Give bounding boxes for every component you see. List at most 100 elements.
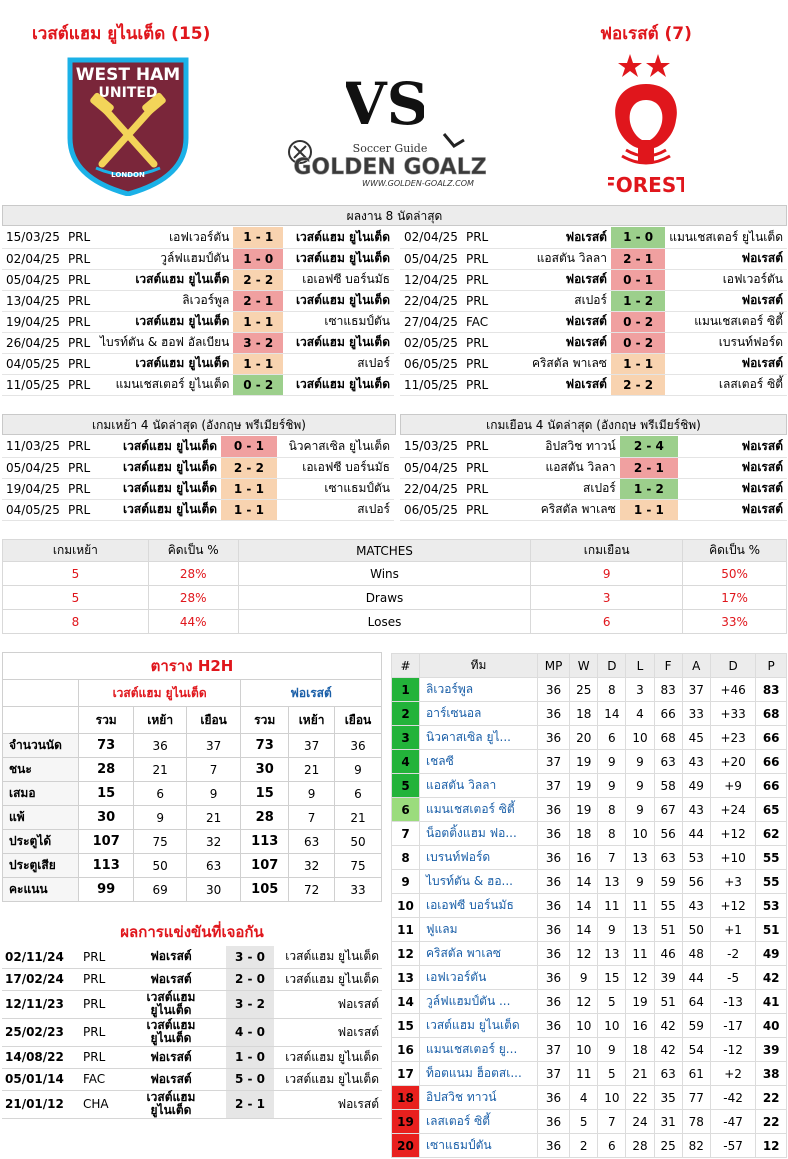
meeting-row: 21/01/12 CHA เวสต์แฮม ยูไนเต็ด 2 - 1 ฟอเรสต์	[2, 1090, 382, 1119]
league-points: 22	[755, 1085, 787, 1110]
h2h-home-team: เวสต์แฮม ยูไนเต็ด	[77, 679, 242, 707]
h2h-col-header: เยือน	[186, 706, 242, 734]
league-mp: 36	[536, 1109, 571, 1134]
h2h-away-team: ฟอเรสต์	[240, 679, 382, 707]
league-w: 12	[569, 941, 599, 966]
league-team: ไบรท์ตัน & ฮอ...	[419, 869, 538, 894]
league-team: แมนเชสเตอร์ ซิตี้	[419, 797, 538, 822]
result-away-team: เวสต์แฮม ยูไนเต็ด	[283, 227, 394, 249]
league-position: 2	[391, 701, 420, 726]
league-points: 55	[755, 869, 787, 894]
h2h-value: 7	[186, 757, 242, 782]
league-f: 51	[653, 917, 683, 942]
league-gd: +12	[709, 821, 757, 846]
result-competition: PRL	[63, 269, 97, 291]
league-w: 12	[569, 989, 599, 1014]
league-points: 38	[755, 1061, 787, 1086]
league-mp: 36	[536, 701, 571, 726]
league-points: 40	[755, 1013, 787, 1038]
result-away-team: เวสต์แฮม ยูไนเต็ด	[283, 248, 394, 270]
league-a: 77	[681, 1085, 711, 1110]
league-row: 13 เอฟเวอร์ตัน 36 9 15 12 39 44 -5 42	[391, 965, 787, 990]
league-row: 20 เซาแธมป์ตัน 36 2 6 28 25 82 -57 12	[391, 1133, 787, 1158]
league-l: 11	[625, 893, 655, 918]
league-position: 16	[391, 1037, 420, 1062]
result-competition: PRL	[461, 436, 496, 458]
result-away-team: เวสต์แฮม ยูไนเต็ด	[283, 290, 394, 312]
h2h-value: 9	[288, 781, 335, 806]
league-gd: +23	[709, 725, 757, 750]
league-w: 10	[569, 1013, 599, 1038]
result-score: 2 - 1	[233, 290, 284, 312]
result-date: 05/04/25	[2, 457, 64, 479]
h2h-col-header: เหย้า	[288, 706, 335, 734]
h2h-row: ชนะ 28 21 7 30 21 9	[2, 757, 383, 782]
result-competition: PRL	[461, 478, 496, 500]
league-row: 5 แอสตัน วิลลา 37 19 9 9 58 49 +9 66	[391, 773, 787, 798]
league-header: D	[597, 653, 627, 678]
league-mp: 36	[536, 1013, 571, 1038]
result-home-team: ฟอเรสต์	[494, 227, 611, 249]
league-w: 2	[569, 1133, 599, 1158]
h2h-value: 72	[288, 877, 335, 902]
meeting-score: 2 - 1	[226, 1090, 274, 1119]
league-mp: 36	[536, 677, 571, 702]
league-gd: +9	[709, 773, 757, 798]
stats-header-away: เกมเยือน	[530, 539, 684, 562]
league-d: 7	[597, 1109, 627, 1134]
league-d: 6	[597, 725, 627, 750]
meeting-home-team: ฟอเรสต์	[116, 968, 226, 991]
result-score: 2 - 4	[619, 436, 678, 458]
meeting-away-team: เวสต์แฮม ยูไนเต็ด	[274, 946, 382, 969]
result-row: 04/05/25 PRL เวสต์แฮม ยูไนเต็ด 1 - 1 สเปอร์	[2, 353, 394, 375]
league-team: อาร์เซนอล	[419, 701, 538, 726]
league-l: 9	[625, 869, 655, 894]
result-score: 1 - 1	[233, 227, 284, 249]
result-date: 11/03/25	[2, 436, 64, 458]
result-home-team: เวสต์แฮม ยูไนเต็ด	[96, 311, 234, 333]
league-f: 42	[653, 1037, 683, 1062]
result-home-team: ไบรท์ตัน & ฮอฟ อัลเบียน	[96, 332, 234, 354]
league-a: 33	[681, 701, 711, 726]
h2h-value: 28	[77, 757, 135, 782]
result-away-team: ฟอเรสต์	[677, 478, 787, 500]
last4-home-title: เกมเหย้า 4 นัดล่าสุด (อังกฤษ พรีเมียร์ชิ…	[2, 414, 396, 435]
result-away-team: เลสเตอร์ ซิตี้	[665, 374, 787, 396]
league-a: 61	[681, 1061, 711, 1086]
result-home-team: ฟอเรสต์	[494, 332, 611, 354]
h2h-row: คะแนน 99 69 30 105 72 33	[2, 877, 383, 902]
result-competition: PRL	[461, 499, 496, 521]
league-l: 19	[625, 989, 655, 1014]
meeting-home-team: ฟอเรสต์	[116, 1046, 226, 1069]
league-w: 19	[569, 749, 599, 774]
result-away-team: เอเอฟซี บอร์นมัธ	[276, 457, 394, 479]
result-competition: PRL	[461, 457, 496, 479]
league-l: 10	[625, 725, 655, 750]
league-points: 66	[755, 773, 787, 798]
result-competition: PRL	[63, 311, 97, 333]
league-gd: -5	[709, 965, 757, 990]
league-position: 13	[391, 965, 420, 990]
league-header: #	[391, 653, 420, 678]
league-points: 22	[755, 1109, 787, 1134]
stats-home-pct: 44%	[147, 609, 239, 634]
league-team: เอฟเวอร์ตัน	[419, 965, 538, 990]
league-team: แมนเชสเตอร์ ยู...	[419, 1037, 538, 1062]
league-points: 39	[755, 1037, 787, 1062]
league-gd: -13	[709, 989, 757, 1014]
result-away-team: เบรนท์ฟอร์ด	[665, 332, 787, 354]
league-position: 9	[391, 869, 420, 894]
h2h-value: 7	[288, 805, 335, 830]
result-score: 1 - 1	[221, 499, 277, 521]
result-date: 22/04/25	[400, 290, 462, 312]
last4-away-title: เกมเยือน 4 นัดล่าสุด (อังกฤษ พรีเมียร์ชิ…	[400, 414, 787, 435]
stats-header-matches: MATCHES	[237, 539, 532, 562]
vs-icon: VS	[346, 70, 424, 132]
league-f: 51	[653, 989, 683, 1014]
league-f: 66	[653, 701, 683, 726]
result-score: 0 - 1	[221, 436, 277, 458]
league-row: 18 อิปสวิช ทาวน์ 36 4 10 22 35 77 -42 22	[391, 1085, 787, 1110]
meeting-score: 2 - 0	[226, 968, 274, 991]
result-home-team: แมนเชสเตอร์ ยูไนเต็ด	[96, 374, 234, 396]
league-row: 1 ลิเวอร์พูล 36 25 8 3 83 37 +46 83	[391, 677, 787, 702]
